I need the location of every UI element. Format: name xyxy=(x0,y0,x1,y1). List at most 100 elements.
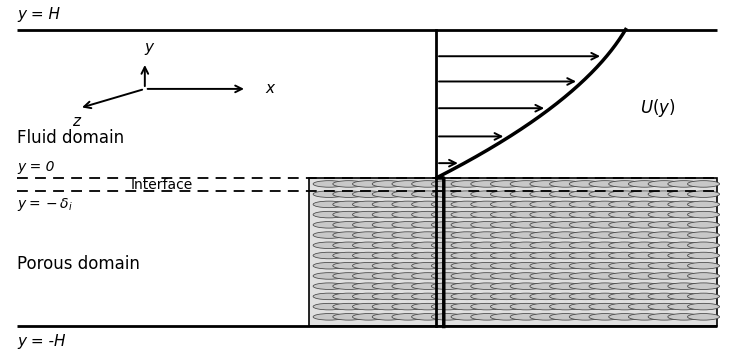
Circle shape xyxy=(589,242,621,248)
Circle shape xyxy=(648,242,680,248)
Circle shape xyxy=(688,252,719,259)
Circle shape xyxy=(688,293,719,300)
Circle shape xyxy=(530,211,562,218)
Circle shape xyxy=(510,252,542,259)
Circle shape xyxy=(352,181,385,187)
Circle shape xyxy=(668,303,700,310)
Circle shape xyxy=(688,314,719,320)
Circle shape xyxy=(510,211,542,218)
Circle shape xyxy=(550,283,581,289)
Circle shape xyxy=(608,252,641,259)
Circle shape xyxy=(490,314,523,320)
Circle shape xyxy=(668,221,700,228)
Circle shape xyxy=(668,191,700,198)
Circle shape xyxy=(490,232,523,238)
Circle shape xyxy=(313,314,345,320)
Circle shape xyxy=(470,303,503,310)
Circle shape xyxy=(432,191,463,198)
Circle shape xyxy=(648,273,680,279)
Circle shape xyxy=(470,201,503,208)
Circle shape xyxy=(589,211,621,218)
Circle shape xyxy=(392,211,424,218)
Circle shape xyxy=(333,242,365,248)
Circle shape xyxy=(668,273,700,279)
Circle shape xyxy=(648,232,680,238)
Circle shape xyxy=(570,303,601,310)
Circle shape xyxy=(530,242,562,248)
Circle shape xyxy=(451,211,483,218)
Circle shape xyxy=(550,181,581,187)
Circle shape xyxy=(412,211,443,218)
Circle shape xyxy=(470,242,503,248)
Circle shape xyxy=(352,211,385,218)
Circle shape xyxy=(470,262,503,269)
Circle shape xyxy=(530,252,562,259)
Circle shape xyxy=(668,262,700,269)
Circle shape xyxy=(313,283,345,289)
Circle shape xyxy=(628,201,661,208)
Bar xyxy=(309,178,716,326)
Circle shape xyxy=(451,252,483,259)
Circle shape xyxy=(392,232,424,238)
Circle shape xyxy=(648,252,680,259)
Circle shape xyxy=(648,191,680,198)
Circle shape xyxy=(589,181,621,187)
Circle shape xyxy=(490,252,523,259)
Circle shape xyxy=(372,303,404,310)
Circle shape xyxy=(570,283,601,289)
Circle shape xyxy=(570,252,601,259)
Circle shape xyxy=(589,221,621,228)
Circle shape xyxy=(451,191,483,198)
Circle shape xyxy=(628,293,661,300)
Circle shape xyxy=(589,262,621,269)
Circle shape xyxy=(412,283,443,289)
Circle shape xyxy=(470,283,503,289)
Circle shape xyxy=(570,273,601,279)
Circle shape xyxy=(313,232,345,238)
Text: x: x xyxy=(265,81,274,96)
Circle shape xyxy=(352,232,385,238)
Circle shape xyxy=(628,314,661,320)
Text: z: z xyxy=(72,114,79,129)
Circle shape xyxy=(352,303,385,310)
Circle shape xyxy=(352,314,385,320)
Circle shape xyxy=(352,293,385,300)
Circle shape xyxy=(550,191,581,198)
Circle shape xyxy=(333,262,365,269)
Circle shape xyxy=(628,191,661,198)
Circle shape xyxy=(628,262,661,269)
Circle shape xyxy=(432,283,463,289)
Circle shape xyxy=(333,283,365,289)
Circle shape xyxy=(432,303,463,310)
Circle shape xyxy=(570,191,601,198)
Circle shape xyxy=(628,181,661,187)
Circle shape xyxy=(688,221,719,228)
Circle shape xyxy=(451,273,483,279)
Circle shape xyxy=(530,293,562,300)
Circle shape xyxy=(510,201,542,208)
Circle shape xyxy=(570,262,601,269)
Circle shape xyxy=(412,314,443,320)
Circle shape xyxy=(313,252,345,259)
Circle shape xyxy=(648,314,680,320)
Circle shape xyxy=(490,262,523,269)
Circle shape xyxy=(333,252,365,259)
Circle shape xyxy=(470,181,503,187)
Circle shape xyxy=(550,303,581,310)
Circle shape xyxy=(668,314,700,320)
Circle shape xyxy=(470,273,503,279)
Circle shape xyxy=(688,262,719,269)
Circle shape xyxy=(490,221,523,228)
Circle shape xyxy=(392,273,424,279)
Circle shape xyxy=(510,221,542,228)
Circle shape xyxy=(608,283,641,289)
Circle shape xyxy=(432,273,463,279)
Circle shape xyxy=(352,252,385,259)
Circle shape xyxy=(648,303,680,310)
Circle shape xyxy=(648,201,680,208)
Circle shape xyxy=(490,293,523,300)
Circle shape xyxy=(648,283,680,289)
Circle shape xyxy=(608,232,641,238)
Circle shape xyxy=(470,252,503,259)
Circle shape xyxy=(412,252,443,259)
